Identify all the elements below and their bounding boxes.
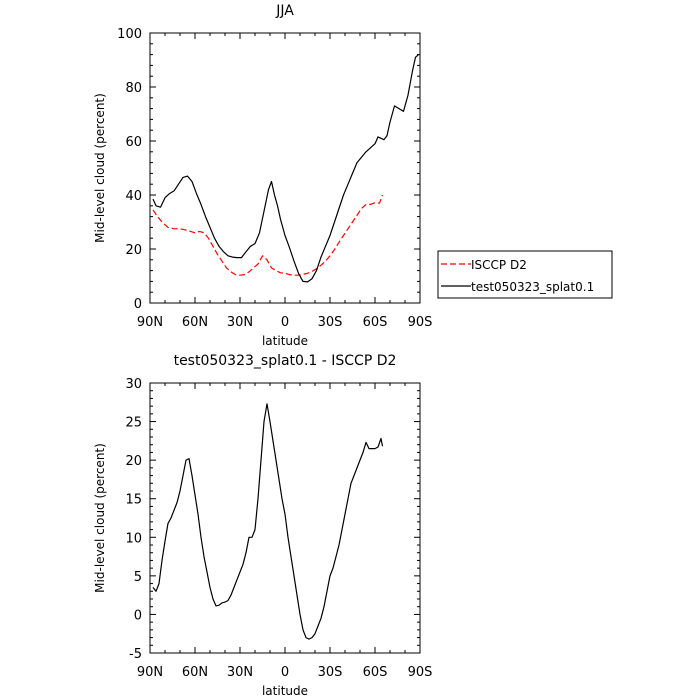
x-tick-label: 60S [363,315,388,330]
legend-label: test050323_splat0.1 [471,280,594,294]
chart-title: JJA [275,3,294,19]
legend-box [437,250,613,299]
y-tick-label: 80 [125,81,142,96]
series-line-isccp-d2 [152,194,384,276]
y-tick-label: 40 [125,189,142,204]
y-tick-label: 0 [134,608,142,623]
chart-title: test050323_splat0.1 - ISCCP D2 [174,353,397,369]
bottom-panel-difference: test050323_splat0.1 - ISCCP D2 -5 0 5 10 15 20… [93,353,432,698]
y-axis-label: Mid-level cloud (percent) [93,443,107,593]
y-tick-label: 0 [134,297,142,312]
x-tick-label: 60N [182,665,208,680]
series-line-test050323-splat0-1 [152,54,419,283]
x-tick-label: 30S [318,665,343,680]
x-tick-label: 60N [182,315,208,330]
top-panel-legend: ISCCP D2 test050323_splat0.1 [437,250,613,299]
y-tick-label: 20 [125,243,142,258]
y-tick-label: 10 [125,531,142,546]
y-tick-label: 5 [134,570,142,585]
x-axis-label: latitude [262,334,308,348]
y-tick-label: 20 [125,454,142,469]
x-tick-label: 30N [227,315,253,330]
y-tick-label: 100 [117,27,142,42]
y-tick-label: 25 [125,416,142,431]
y-tick-label: 15 [125,493,142,508]
x-tick-label: 0 [281,665,289,680]
x-tick-label: 30N [227,665,253,680]
plot-frame [149,32,421,304]
x-tick-label: 0 [281,315,289,330]
x-tick-label: 90N [137,315,163,330]
top-panel-jja: JJA 0 20 40 60 80 100 90N 60N 30N 0 30S 60S 90S latitu… [93,3,432,348]
x-tick-label: 90S [408,665,433,680]
x-axis-label: latitude [262,684,308,698]
x-tick-label: 30S [318,315,343,330]
x-tick-label: 90S [408,315,433,330]
y-tick-label: -5 [129,647,142,662]
y-tick-label: 60 [125,135,142,150]
legend-label: ISCCP D2 [471,258,527,272]
y-tick-label: 30 [125,377,142,392]
y-axis-label: Mid-level cloud (percent) [93,93,107,243]
x-tick-label: 60S [363,665,388,680]
series-line-difference [152,403,384,640]
x-tick-label: 90N [137,665,163,680]
